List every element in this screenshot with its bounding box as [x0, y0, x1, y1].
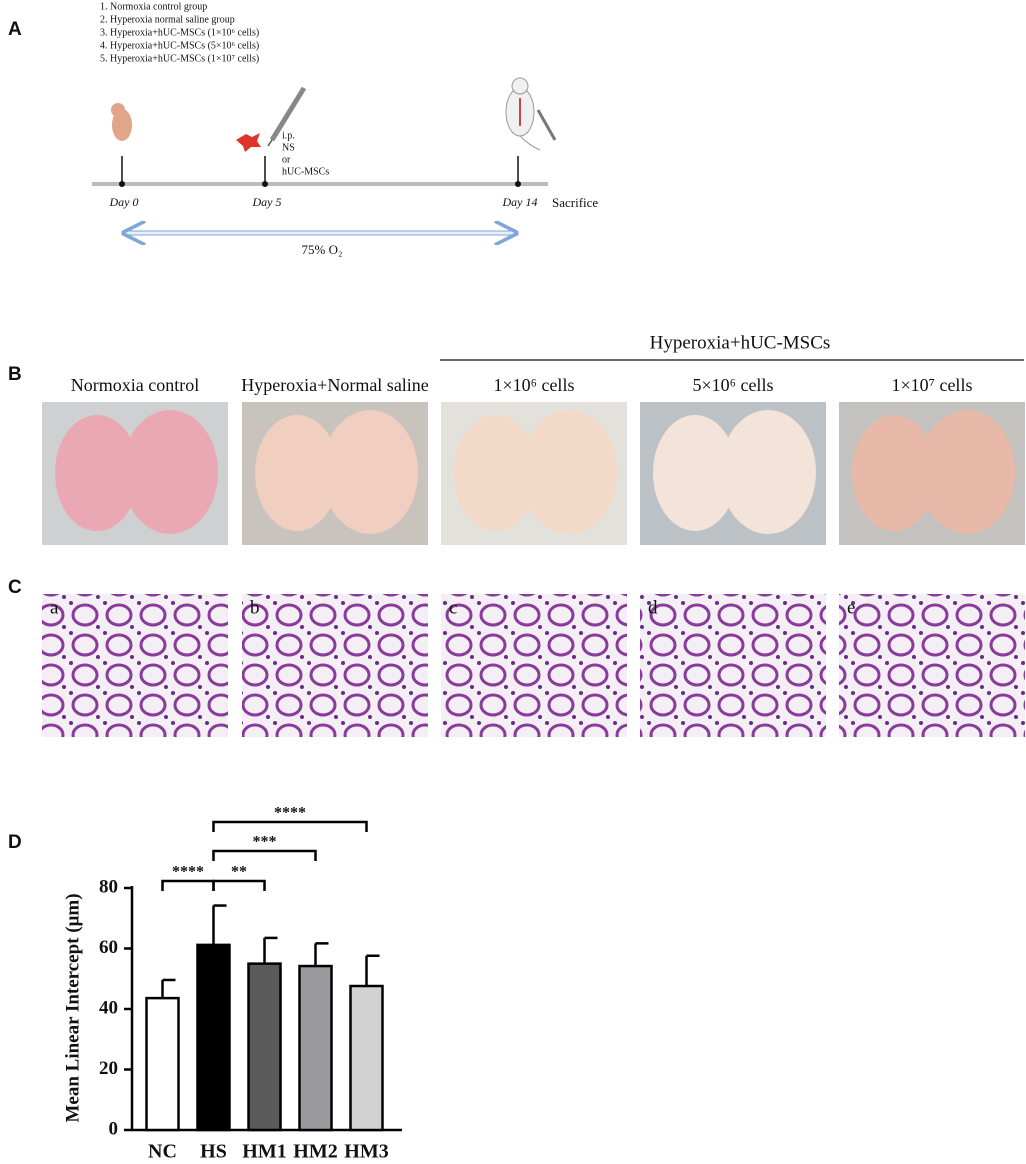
- y-tick-label: 80: [99, 876, 118, 897]
- x-tick-label: NC: [148, 1141, 177, 1163]
- significance-bracket: [212, 849, 317, 861]
- image-label: d: [648, 597, 658, 618]
- panel-label: D: [8, 832, 22, 853]
- lung-lobe: [653, 415, 737, 531]
- panel-label: B: [8, 364, 22, 385]
- bar: [349, 984, 384, 1132]
- significance-bracket: [212, 879, 266, 891]
- x-tick-label: HS: [200, 1141, 227, 1163]
- image-label: a: [50, 597, 59, 618]
- timepoint-dot: [515, 181, 521, 187]
- y-tick-label: 20: [99, 1058, 118, 1079]
- lung-lobe: [322, 410, 418, 534]
- lung-lobe: [255, 415, 339, 531]
- timepoint-label: Day 5: [252, 195, 282, 209]
- group-list-item: 4. Hyperoxia+hUC-MSCs (5×10⁶ cells): [100, 40, 259, 51]
- x-tick-label: HM2: [293, 1141, 337, 1163]
- significance-bracket: [212, 820, 368, 832]
- timepoint-label: Day 14: [502, 195, 538, 209]
- pup-icon: [111, 103, 132, 141]
- y-tick-label: 40: [99, 997, 118, 1018]
- x-tick-label: HM1: [242, 1141, 286, 1163]
- histology-image: [42, 594, 228, 737]
- significance-label: ****: [274, 805, 306, 822]
- lung-lobe: [919, 410, 1015, 534]
- panel-label: A: [8, 19, 22, 40]
- injection-note: NS: [282, 142, 295, 153]
- timepoint-dot: [119, 181, 125, 187]
- histology-image: [839, 594, 1025, 737]
- column-title: 1×10⁶ cells: [494, 375, 575, 395]
- lung-lobe: [521, 410, 617, 534]
- lung-lobe: [720, 410, 816, 534]
- injection-note: hUC-MSCs: [282, 166, 329, 177]
- significance-bracket: [161, 879, 215, 891]
- timepoint-label: Day 0: [109, 195, 139, 209]
- bar: [298, 964, 333, 1132]
- histology-image: [242, 594, 428, 737]
- timepoint-dot: [262, 181, 268, 187]
- lung-lobe: [454, 415, 538, 531]
- image-label: c: [449, 597, 457, 618]
- image-label: e: [847, 597, 855, 618]
- syringe-icon: [267, 86, 307, 147]
- bar: [145, 996, 180, 1132]
- group-header: Hyperoxia+hUC-MSCs: [650, 332, 831, 353]
- cell-icon: [236, 133, 261, 152]
- group-list-item: 2. Hyperoxia normal saline group: [100, 14, 235, 25]
- group-list-item: 1. Normoxia control group: [100, 1, 207, 12]
- y-axis-title: Mean Linear Intercept (μm): [62, 893, 83, 1122]
- bar: [196, 943, 231, 1132]
- y-tick-label: 60: [99, 937, 118, 958]
- significance-label: **: [231, 864, 247, 881]
- y-tick-label: 0: [109, 1118, 119, 1139]
- significance-label: ***: [253, 834, 277, 851]
- significance-label: ****: [172, 864, 204, 881]
- lung-lobe: [852, 415, 936, 531]
- injection-note: i.p.: [282, 130, 295, 141]
- column-title: 5×10⁶ cells: [693, 375, 774, 395]
- panel-label: C: [8, 577, 22, 598]
- x-tick-label: HM3: [344, 1141, 388, 1163]
- group-list-item: 3. Hyperoxia+hUC-MSCs (1×10⁶ cells): [100, 27, 259, 38]
- column-title: Hyperoxia+Normal saline: [241, 375, 429, 395]
- column-title: 1×10⁷ cells: [892, 375, 973, 395]
- lung-lobe: [122, 410, 218, 534]
- image-label: b: [250, 597, 260, 618]
- rat-icon: [505, 77, 557, 151]
- bar: [247, 962, 282, 1132]
- lung-lobe: [55, 415, 139, 531]
- column-title: Normoxia control: [71, 375, 199, 395]
- histology-image: [441, 594, 627, 737]
- injection-note: or: [282, 154, 291, 165]
- exposure-label: 75% O₂: [302, 242, 343, 257]
- endpoint-label: Sacrifice: [552, 195, 598, 210]
- group-list-item: 5. Hyperoxia+hUC-MSCs (1×10⁷ cells): [100, 53, 259, 64]
- histology-image: [640, 594, 826, 737]
